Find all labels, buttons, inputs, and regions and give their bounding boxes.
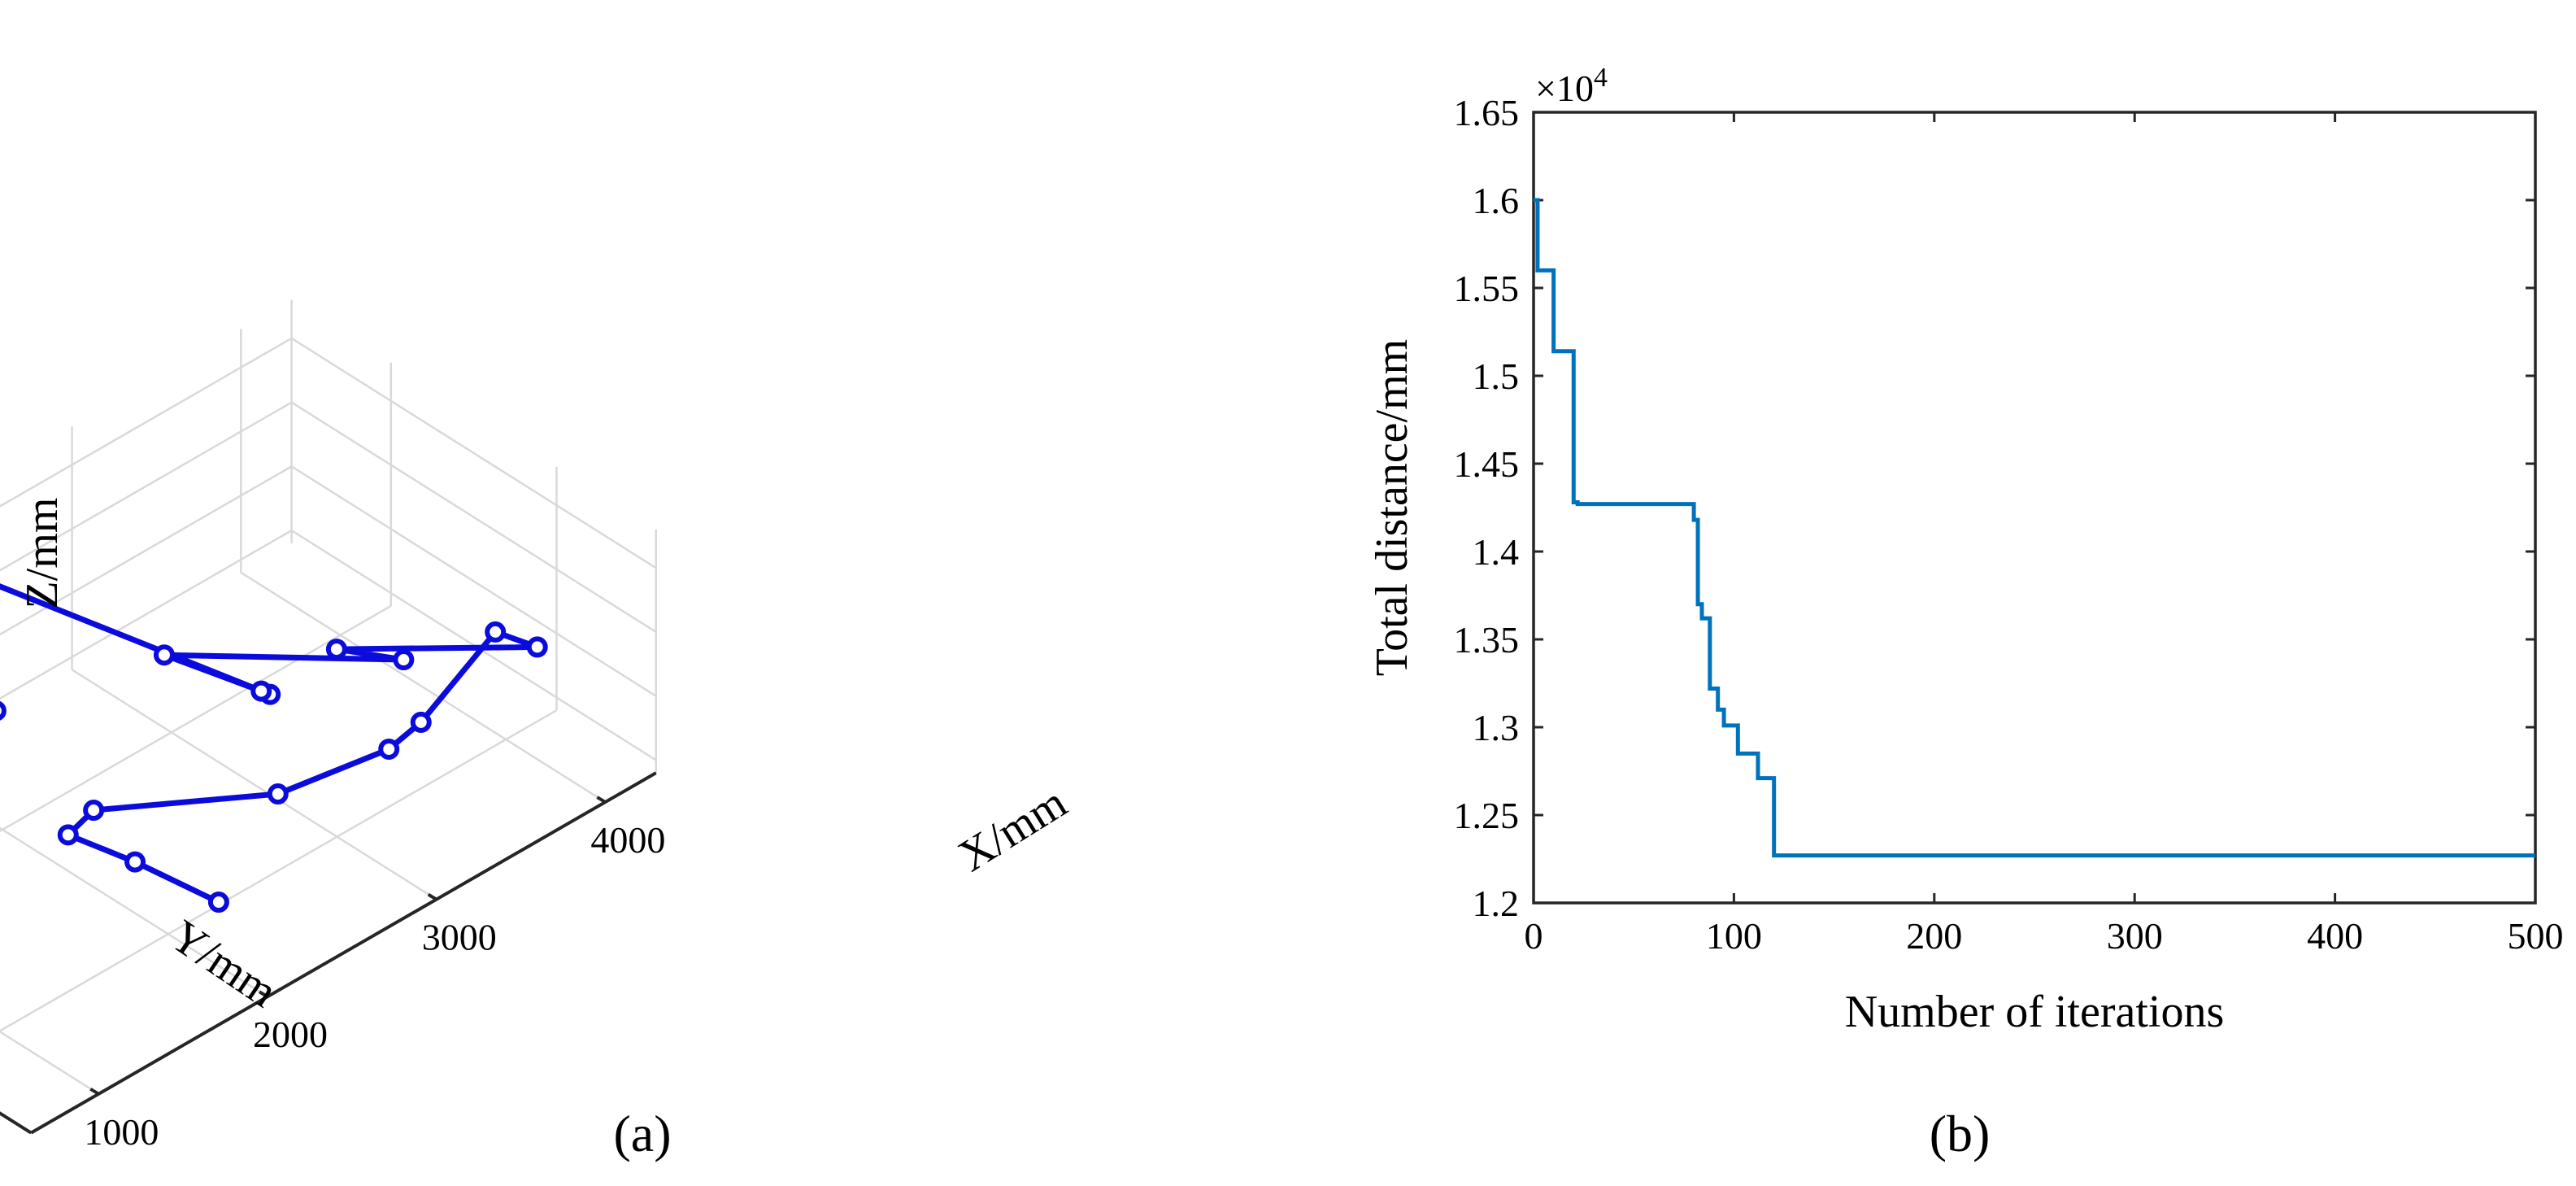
route-point (485, 621, 507, 643)
chart-b-distance-series (1534, 198, 2535, 858)
y-tick-label: 1.6 (1473, 180, 1520, 221)
x-tick-label: 300 (2107, 915, 2163, 957)
route-point (526, 636, 548, 658)
y-tick-label: 1.4 (1473, 531, 1520, 573)
x-tick-mark (89, 1088, 100, 1096)
y-tick-label: 1.2 (1473, 883, 1520, 924)
y-axis-line (0, 1111, 33, 1135)
grid-line (0, 337, 293, 508)
x-axis-line (30, 771, 657, 1135)
grid-line (290, 337, 657, 569)
route-point (250, 680, 272, 702)
chart-b-exponent-label: ×104 (1535, 63, 1608, 109)
x-tick-label: 500 (2508, 915, 2564, 957)
x-tick-mark (596, 796, 607, 804)
route-point (393, 649, 415, 671)
route-point (267, 783, 289, 805)
route-point (153, 644, 175, 666)
x-tick-label: 200 (1906, 915, 1962, 957)
grid-line (0, 530, 293, 700)
chart-a-route (0, 583, 548, 913)
x-tick-mark (427, 892, 437, 901)
grid-line (290, 401, 657, 633)
chart-b-panel-label: (b) (1930, 1105, 1991, 1162)
x-tick-mark (258, 990, 269, 998)
chart-a-x-axis-label: X/mm (950, 778, 1075, 882)
x-tick-label: 100 (1706, 915, 1762, 957)
grid-line (0, 401, 293, 572)
route-point (57, 824, 79, 846)
x-tick-label: 2000 (253, 1014, 328, 1055)
chart-a-y-axis-label: Y/mm (161, 910, 285, 1017)
chart-a-tick-labels: 100020003000400010002000050010001500 (84, 819, 665, 1153)
y-tick-label: 1.5 (1473, 355, 1520, 397)
x-tick-label: 4000 (590, 819, 665, 861)
y-tick-label: 1.45 (1454, 443, 1520, 485)
grid-line (71, 669, 437, 900)
route-line (0, 583, 541, 905)
chart-b-ticks: 0 100 200 300 400 500 1.2 1.25 1.3 1.35 1.4 1.45 1.5… (1454, 92, 2564, 957)
route-point (124, 851, 146, 873)
grid-line (0, 826, 268, 998)
grid-line (240, 571, 607, 804)
y-tick-label: 1.65 (1454, 92, 1520, 133)
chart-b-y-axis-label: Total distance/mm (1367, 339, 1417, 676)
x-tick-label: 0 (1525, 915, 1543, 957)
chart-a-axes (0, 771, 657, 1135)
grid-line (290, 465, 657, 697)
route-point (83, 800, 105, 822)
chart-b-x-axis-label: Number of iterations (1845, 987, 2225, 1037)
chart-a-3d-path: 100020003000400010002000050010001500 X/m… (0, 299, 1076, 1162)
chart-b-convergence: 0 100 200 300 400 500 1.2 1.25 1.3 1.35 1.4 1.45 1.5… (1367, 63, 2564, 1162)
x-tick-label: 3000 (422, 917, 497, 958)
y-tick-label: 1.35 (1454, 619, 1520, 661)
y-tick-label: 1.3 (1473, 707, 1520, 748)
y-tick-label: 1.55 (1454, 268, 1520, 309)
y-tick-label: 1.25 (1454, 795, 1520, 836)
route-point (207, 892, 229, 913)
x-tick-label: 400 (2307, 915, 2363, 957)
route-point (0, 700, 7, 721)
grid-line (0, 1030, 99, 1095)
chart-a-gridlines (0, 299, 657, 1095)
chart-a-panel-label: (a) (613, 1105, 671, 1162)
route-point (325, 639, 347, 661)
grid-line (0, 709, 558, 1032)
chart-b-plot-frame (1532, 111, 2537, 905)
route-point (378, 738, 400, 760)
chart-a-z-axis-label: Z/mm (17, 498, 67, 609)
x-tick-label: 1000 (84, 1111, 159, 1153)
grid-line (0, 465, 293, 636)
grid-line (0, 604, 392, 833)
route-point (410, 711, 432, 733)
